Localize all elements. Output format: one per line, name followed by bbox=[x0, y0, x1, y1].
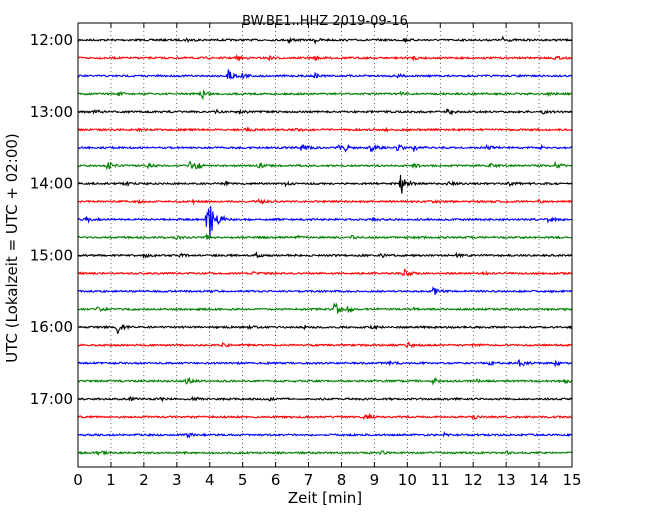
trace-line bbox=[77, 250, 573, 259]
x-tick-label: 14 bbox=[530, 471, 549, 489]
x-tick-label: 12 bbox=[464, 471, 483, 489]
trace-line bbox=[77, 53, 573, 62]
x-axis-label: Zeit [min] bbox=[288, 489, 362, 507]
x-tick-label: 1 bbox=[106, 471, 116, 489]
seismic-traces bbox=[77, 35, 573, 457]
x-axis-ticks: 0 1 2 3 4 5 6 7 8 9 10 11 12 13 14 15 bbox=[73, 23, 582, 489]
y-tick-label: 13:00 bbox=[30, 103, 73, 121]
trace-line bbox=[77, 108, 573, 116]
x-tick-label: 9 bbox=[370, 471, 380, 489]
x-tick-label: 5 bbox=[238, 471, 248, 489]
grid-lines bbox=[110, 23, 540, 467]
x-tick-label: 3 bbox=[172, 471, 182, 489]
y-axis-label: UTC (Lokalzeit = UTC + 02:00) bbox=[3, 133, 21, 363]
trace-line bbox=[77, 395, 573, 403]
x-tick-label: 2 bbox=[139, 471, 149, 489]
trace-line bbox=[77, 285, 573, 296]
trace-line bbox=[77, 143, 573, 153]
trace-line bbox=[77, 126, 573, 134]
trace-line bbox=[77, 413, 573, 421]
trace-line bbox=[77, 197, 573, 206]
trace-line bbox=[77, 302, 573, 314]
trace-line bbox=[77, 341, 573, 349]
trace-line bbox=[77, 359, 573, 368]
y-tick-label: 17:00 bbox=[30, 390, 73, 408]
x-tick-label: 6 bbox=[271, 471, 281, 489]
y-axis-ticks: 12:00 13:00 14:00 15:00 16:00 17:00 bbox=[30, 31, 572, 408]
x-tick-label: 15 bbox=[562, 471, 581, 489]
x-tick-label: 7 bbox=[304, 471, 314, 489]
x-tick-label: 4 bbox=[205, 471, 215, 489]
trace-line bbox=[77, 205, 573, 239]
y-tick-label: 12:00 bbox=[30, 31, 73, 49]
x-tick-label: 11 bbox=[431, 471, 450, 489]
x-tick-label: 10 bbox=[398, 471, 417, 489]
trace-line bbox=[77, 69, 573, 80]
trace-line bbox=[77, 268, 573, 277]
trace-line bbox=[77, 160, 573, 171]
trace-line bbox=[77, 376, 573, 386]
trace-line bbox=[77, 89, 573, 101]
x-tick-label: 8 bbox=[337, 471, 347, 489]
trace-line bbox=[77, 323, 573, 334]
y-tick-label: 16:00 bbox=[30, 318, 73, 336]
trace-line bbox=[77, 430, 573, 439]
y-tick-label: 15:00 bbox=[30, 246, 73, 264]
plot-frame bbox=[77, 22, 573, 468]
trace-line bbox=[77, 35, 573, 45]
x-tick-label: 0 bbox=[73, 471, 83, 489]
trace-line bbox=[77, 174, 573, 194]
trace-line bbox=[77, 449, 573, 457]
trace-line bbox=[77, 233, 573, 241]
y-tick-label: 14:00 bbox=[30, 175, 73, 193]
chart-title: BW.BE1..HHZ 2019-09-16 bbox=[242, 14, 408, 29]
x-tick-label: 13 bbox=[497, 471, 516, 489]
